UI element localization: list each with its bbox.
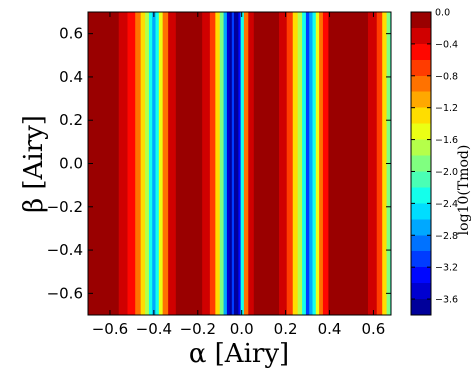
- heatmap-band: [243, 12, 249, 315]
- colorbar-tick-label: −2.0: [435, 167, 458, 178]
- colorbar-tick-label: 0.0: [435, 8, 450, 19]
- heatmap-band: [315, 12, 320, 315]
- heatmap-band: [226, 12, 231, 315]
- heatmap-band: [367, 12, 378, 315]
- colorbar-tick-label: −3.6: [435, 295, 458, 306]
- heatmap-band: [193, 12, 203, 315]
- heatmap-band: [279, 12, 288, 315]
- heatmap-band: [382, 12, 388, 315]
- heatmap-band: [376, 12, 383, 315]
- x-axis: −0.6 −0.4 −0.2 0.0 0.2 0.4 0.6: [92, 12, 386, 338]
- heatmap-band: [229, 12, 233, 315]
- heatmap-band: [145, 12, 150, 315]
- heatmap-band: [92, 12, 102, 315]
- heatmap-band: [168, 12, 177, 315]
- heatmap-band: [305, 12, 310, 315]
- colorbar-ticks: 0.0 −0.4 −0.8 −1.2 −1.6 −2.0 −2.4 −2.8 −3.2 −3.6: [411, 8, 458, 306]
- heatmap-band: [209, 12, 216, 315]
- colorbar: [410, 11, 432, 316]
- heatmap-band: [312, 12, 317, 315]
- heatmap-band: [109, 12, 120, 315]
- heatmap-band: [148, 12, 153, 315]
- x-tick-label: −0.6: [92, 320, 128, 338]
- heatmap-band: [248, 12, 255, 315]
- colorbar-tick-label: −1.2: [435, 103, 458, 114]
- heatmap-band: [175, 12, 186, 315]
- heatmap-band: [261, 12, 271, 315]
- plot-area: [88, 12, 392, 315]
- heatmap-band: [234, 12, 237, 315]
- heatmap-band: [158, 12, 164, 315]
- y-tick-label: 0.4: [59, 68, 83, 86]
- y-tick-label: −0.6: [47, 284, 83, 302]
- heatmap-band: [286, 12, 294, 315]
- heatmap-band: [302, 12, 307, 315]
- y-tick-label: 0.0: [59, 155, 83, 173]
- y-tick-label: −0.4: [47, 241, 83, 259]
- heatmap-band: [356, 12, 369, 315]
- x-axis-label: α [Airy]: [189, 339, 289, 369]
- heatmap-band: [202, 12, 211, 315]
- y-tick-label: 0.2: [59, 111, 83, 129]
- heatmap-band: [101, 12, 111, 315]
- heatmap-band: [140, 12, 146, 315]
- heatmap-band: [309, 12, 313, 315]
- heatmap-band: [152, 12, 156, 315]
- y-tick-label: 0.6: [59, 25, 83, 43]
- heatmap-band: [292, 12, 299, 315]
- heatmap-band: [215, 12, 221, 315]
- colorbar-tick-label: −2.8: [435, 231, 458, 242]
- x-tick-label: −0.4: [136, 320, 172, 338]
- colorbar-tick-label: −0.8: [435, 71, 458, 82]
- colorbar-tick-label: −1.6: [435, 135, 458, 146]
- heatmap-band: [223, 12, 228, 315]
- y-axis-label: β [Airy]: [19, 115, 49, 213]
- colorbar-label: log10(Tmod): [456, 145, 472, 236]
- heatmap-band: [238, 12, 241, 315]
- heatmap-band: [322, 12, 329, 315]
- heatmap-band: [236, 12, 239, 315]
- x-tick-label: 0.2: [274, 320, 298, 338]
- x-tick-label: −0.2: [180, 320, 216, 338]
- colorbar-tick-label: −0.4: [435, 39, 458, 50]
- y-tick-label: −0.2: [47, 198, 83, 216]
- heatmap-band: [270, 12, 280, 315]
- heatmap-band: [135, 12, 142, 315]
- heatmap-band: [231, 12, 235, 315]
- heatmap-band: [127, 12, 136, 315]
- colorbar-tick-label: −2.4: [435, 199, 458, 210]
- heatmap-band: [297, 12, 303, 315]
- heatmap-band: [118, 12, 128, 315]
- heatmap-band: [319, 12, 324, 315]
- heatmap-band: [240, 12, 245, 315]
- heatmap-band: [345, 12, 358, 315]
- x-tick-label: 0.6: [362, 320, 386, 338]
- y-axis: 0.6 0.4 0.2 0.0 −0.2 −0.4 −0.6: [47, 25, 391, 302]
- heatmap-band: [328, 12, 337, 315]
- heatmap-band: [219, 12, 224, 315]
- heatmap-band: [184, 12, 194, 315]
- heatmap-band: [336, 12, 347, 315]
- heatmap-band: [155, 12, 160, 315]
- heatmap-band: [162, 12, 169, 315]
- heatmap-band: [253, 12, 262, 315]
- x-tick-label: 0.0: [230, 320, 254, 338]
- colorbar-tick-label: −3.2: [435, 263, 458, 274]
- x-tick-label: 0.4: [318, 320, 342, 338]
